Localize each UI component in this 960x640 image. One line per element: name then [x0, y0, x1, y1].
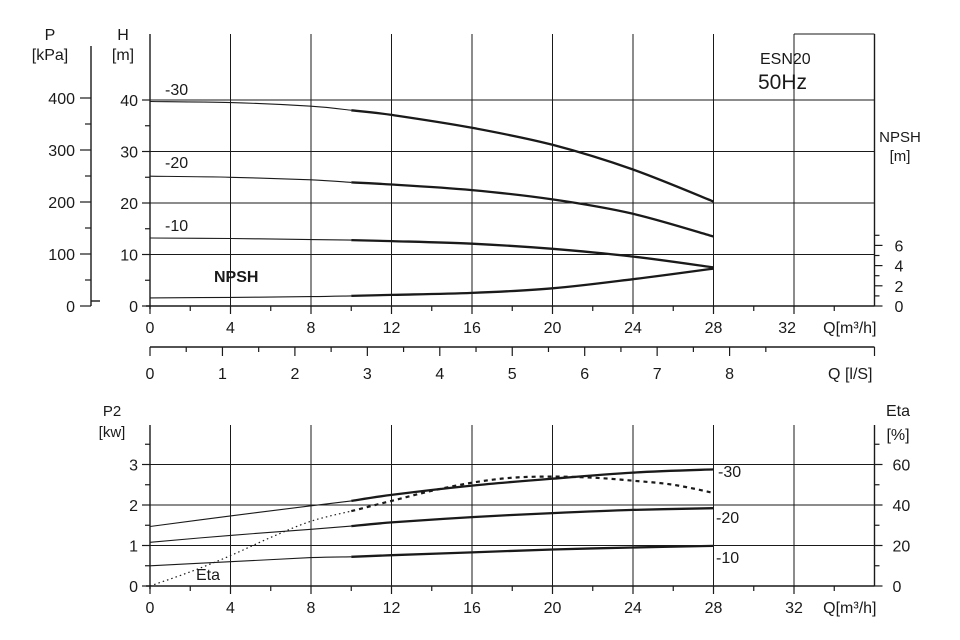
npsh-axis-title: NPSH: [879, 129, 921, 146]
chart-subtitle: 50Hz: [758, 71, 807, 94]
series-eta-thick: [351, 475, 714, 513]
series-p2m30-thin: [149, 500, 352, 528]
ls-tick-label: 5: [508, 366, 517, 383]
q-tick-label: 4: [226, 320, 235, 337]
series-hm30-thin: [149, 100, 352, 111]
series-p2m20-thick: [351, 507, 714, 528]
p-axis-title: P: [45, 27, 56, 44]
bottom-q-tick-label: 8: [307, 600, 316, 617]
eta-tick-label: 20: [893, 539, 911, 556]
series-hm10-thick: [351, 238, 714, 269]
top-chart-grid: [80, 33, 883, 314]
q-tick-label: 20: [544, 320, 562, 337]
bottom-q-tick-label: 24: [624, 600, 642, 617]
h-axis-title: H: [117, 27, 129, 44]
series-label: -10: [165, 218, 188, 235]
series-p2m10-thick: [351, 544, 714, 558]
series-hm30-thick: [351, 109, 714, 203]
npsh-tick-label: 2: [895, 279, 904, 296]
ls-tick-label: 0: [146, 366, 155, 383]
q-tick-label: 16: [463, 320, 481, 337]
series-eta-thin: [149, 510, 352, 587]
p-tick-label: 0: [66, 299, 75, 316]
series-hm10-thin: [149, 237, 352, 241]
chart-title: ESN20: [760, 51, 811, 68]
eta-tick-label: 40: [893, 498, 911, 515]
eta-tick-label: 60: [893, 458, 911, 475]
eta-tick-label: 0: [893, 579, 902, 596]
bottom-series-label: -30: [718, 464, 741, 481]
h-tick-label: 10: [120, 248, 138, 265]
series-hm20-thin: [149, 175, 352, 183]
bottom-q-tick-label: 32: [785, 600, 803, 617]
ls-tick-label: 7: [653, 366, 662, 383]
q-tick-label: 0: [146, 320, 155, 337]
series-p2m30-thick: [351, 468, 714, 503]
p2-tick-label: 3: [129, 458, 138, 475]
bottom-series-label: -10: [716, 550, 739, 567]
q-tick-label: 28: [705, 320, 723, 337]
ls-tick-label: 4: [435, 366, 444, 383]
p-tick-label: 100: [48, 247, 75, 264]
bottom-q-tick-label: 4: [226, 600, 235, 617]
p-axis-unit: [kPa]: [32, 47, 68, 64]
series-hm20-thick: [351, 181, 714, 238]
q-tick-label: 8: [307, 320, 316, 337]
h-tick-label: 40: [120, 93, 138, 110]
npsh-tick-label: 0: [895, 299, 904, 316]
p-tick-label: 300: [48, 143, 75, 160]
series-label: -30: [165, 82, 188, 99]
p2-axis-unit: [kw]: [99, 424, 126, 441]
ls-tick-label: 3: [363, 366, 372, 383]
series-npsh-thin: [149, 295, 352, 299]
ls-axis-title: Q [l/S]: [828, 366, 872, 383]
q-axis-title: Q[m³/h]: [823, 320, 876, 337]
ls-tick-label: 8: [725, 366, 734, 383]
p2-tick-label: 2: [129, 498, 138, 515]
top-chart-curves: [149, 100, 714, 299]
ls-tick-label: 6: [580, 366, 589, 383]
eta-series-label: Eta: [196, 567, 220, 584]
npsh-tick-label: 4: [895, 259, 904, 276]
p2-axis-title: P2: [103, 403, 121, 420]
p-tick-label: 200: [48, 195, 75, 212]
npsh-tick-label: 6: [895, 238, 904, 255]
series-label: NPSH: [214, 269, 258, 286]
q-tick-label: 32: [778, 320, 796, 337]
bottom-chart-curves: [149, 468, 714, 587]
bottom-q-tick-label: 0: [146, 600, 155, 617]
q-tick-label: 24: [624, 320, 642, 337]
series-p2m10-thin: [149, 556, 352, 567]
series-label: -20: [165, 155, 188, 172]
npsh-axis-unit: [m]: [890, 148, 911, 165]
ls-tick-label: 1: [218, 366, 227, 383]
bottom-q-tick-label: 16: [463, 600, 481, 617]
h-tick-label: 0: [129, 299, 138, 316]
bottom-chart-grid: [142, 425, 883, 594]
bottom-q-tick-label: 28: [705, 600, 723, 617]
p2-tick-label: 0: [129, 579, 138, 596]
h-tick-label: 20: [120, 196, 138, 213]
bottom-q-axis-title: Q[m³/h]: [823, 600, 876, 617]
q-tick-label: 12: [383, 320, 401, 337]
p2-tick-label: 1: [129, 539, 138, 556]
h-tick-label: 30: [120, 145, 138, 162]
series-p2m20-thin: [149, 525, 352, 543]
bottom-series-label: -20: [716, 510, 739, 527]
bottom-q-tick-label: 12: [383, 600, 401, 617]
h-axis-unit: [m]: [112, 47, 134, 64]
ls-tick-label: 2: [290, 366, 299, 383]
flow-ls-axis: 0 1 2 3 4 5 6 7 8 Q [l/S]: [146, 346, 876, 383]
eta-axis-title: Eta: [886, 403, 910, 420]
eta-axis-unit: [%]: [886, 427, 909, 444]
p-tick-label: 400: [48, 91, 75, 108]
bottom-q-tick-label: 20: [544, 600, 562, 617]
series-npsh-thick: [351, 267, 714, 298]
